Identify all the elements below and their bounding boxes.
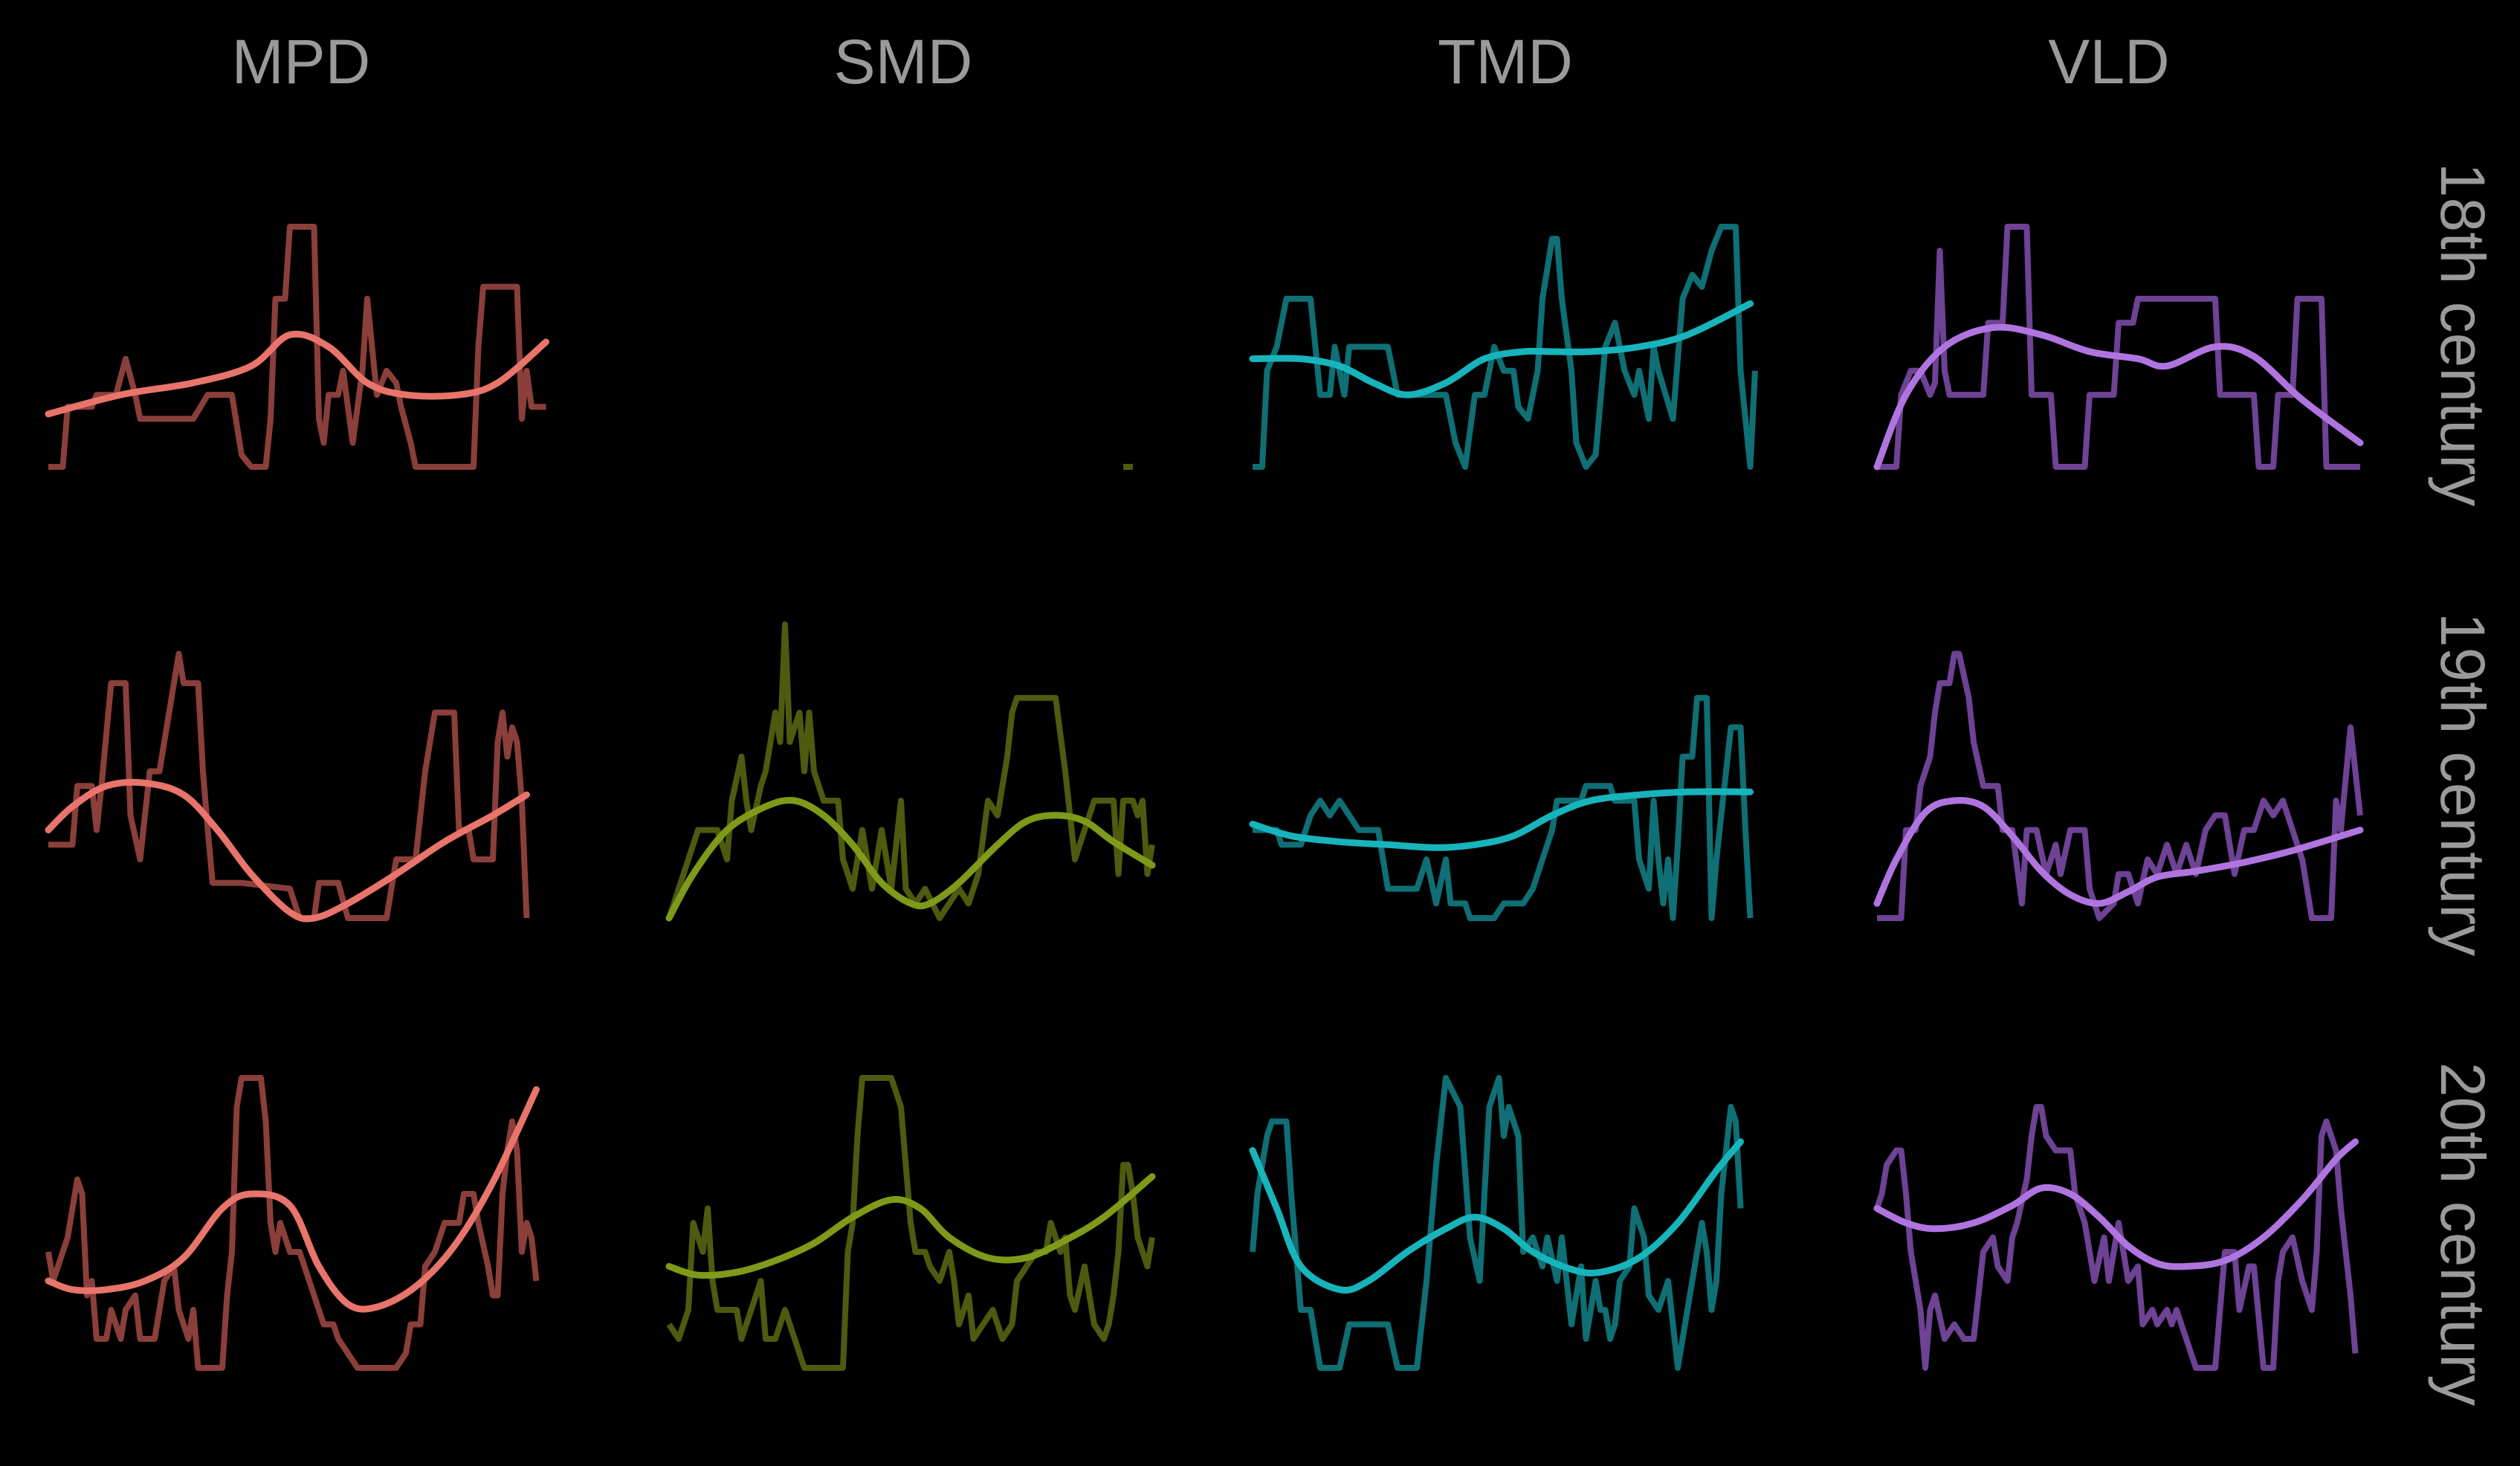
raw-series-mpd-18th [48,224,546,470]
smooth-trend-mpd-19th [45,778,530,923]
raw-series-mpd-19th [48,650,530,921]
smooth-trend-mpd-18th [45,330,549,418]
raw-series-vld-19th [1877,650,2363,921]
smooth-trend-vld-19th [1873,797,2364,907]
smooth-trend-mpd-20th [45,1086,540,1313]
column-label-vld: VLD [2048,27,2169,97]
raw-series-tmd-20th [1250,1075,1744,1371]
raw-series-smd-20th [666,1075,1155,1371]
smooth-trend-tmd-20th [1249,1138,1744,1294]
smooth-trend-vld-18th [1873,323,2364,471]
column-label-mpd: MPD [232,27,371,97]
row-label-19th-century: 19th century [2428,613,2498,956]
panel-group [45,224,2364,1371]
raw-series-vld-18th [1877,224,2360,470]
raw-series-vld-20th [1874,1104,2359,1371]
raw-series-tmd-18th [1253,224,1758,470]
row-label-20th-century: 20th century [2428,1062,2498,1406]
smooth-trend-tmd-18th [1249,300,1754,398]
smooth-trend-vld-20th [1873,1138,2359,1270]
column-label-tmd: TMD [1438,27,1573,97]
raw-series-mpd-20th [45,1075,540,1371]
row-label-18th-century: 18th century [2428,163,2498,506]
smooth-trend-tmd-19th [1249,788,1754,851]
smooth-trend-smd-20th [665,1173,1156,1279]
smooth-trend-smd-19th [665,796,1156,922]
column-label-smd: SMD [834,27,973,97]
